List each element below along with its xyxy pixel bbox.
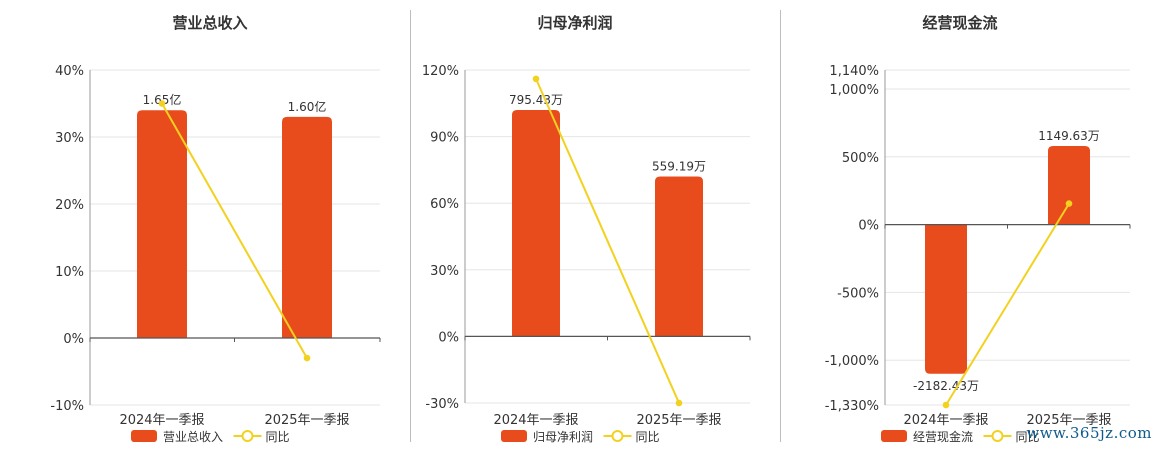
x-tick-label: 2024年一季报: [119, 413, 204, 428]
bar-2: [1048, 145, 1090, 225]
legend-line-label: 同比: [1016, 430, 1040, 444]
watermark: www.365jz.com: [1026, 424, 1152, 442]
bar-data-label: 559.19万: [652, 160, 706, 174]
panel-divider-1: [410, 10, 411, 442]
chart-panel-3: 经营现金流 1,140% 1,000% 500% 0% -500% -1,000% -1,33…: [825, 14, 1131, 444]
chart-panel-2: 归母净利润 120% 90% 60% 30% 0% -30% 795.43万 559.19万 20…: [422, 14, 751, 444]
legend-bar-label: 归母净利润: [533, 430, 593, 444]
bar-data-label: 1.60亿: [288, 99, 327, 114]
x-tick-label: 2024年一季报: [903, 413, 988, 428]
y-tick-label: 20%: [55, 198, 84, 213]
bar-1: [137, 110, 187, 338]
yoy-point: [158, 100, 166, 107]
x-tick-label: 2025年一季报: [1026, 413, 1111, 428]
yoy-point: [1065, 200, 1073, 207]
yoy-line: [945, 203, 1070, 406]
yoy-point: [303, 354, 311, 362]
bar-2: [282, 116, 332, 339]
chart-title: 经营现金流: [922, 14, 997, 32]
bar-data-label: 1.65亿: [143, 92, 182, 107]
y-tick-label: 90%: [430, 131, 459, 146]
yoy-point: [675, 399, 683, 407]
y-tick-label: 500%: [842, 151, 879, 166]
legend-line-marker: [991, 430, 1004, 442]
legend-bar-label: 经营现金流: [913, 429, 973, 444]
y-tick-label: 10%: [55, 265, 84, 280]
y-tick-label: 40%: [55, 64, 84, 79]
y-tick-label: -500%: [837, 286, 879, 301]
x-tick-label: 2024年一季报: [493, 413, 578, 428]
y-tick-label: 60%: [430, 197, 459, 212]
chart-panel-1: 营业总收入 40% 30% 20% 10% 0% -10% 1.65亿 1.60亿 2024年一季…: [50, 14, 381, 444]
yoy-point: [942, 401, 950, 409]
legend-line-marker: [611, 430, 624, 442]
yoy-line: [535, 78, 680, 404]
legend-bar-label: 营业总收入: [163, 430, 223, 444]
y-tick-label: 30%: [430, 264, 459, 279]
y-tick-label: 0%: [63, 332, 84, 347]
y-tick-label: 30%: [55, 131, 84, 146]
x-tick-label: 2025年一季报: [636, 413, 721, 428]
bar-data-label: 1149.63万: [1038, 129, 1100, 143]
legend-line-marker: [241, 430, 254, 442]
legend-bar-swatch: [501, 430, 527, 442]
y-tick-label: -10%: [50, 399, 84, 414]
yoy-point: [532, 75, 540, 83]
legend-bar-swatch: [881, 430, 907, 442]
panel-divider-2: [780, 10, 781, 442]
y-tick-label: -1,330%: [825, 399, 879, 414]
y-tick-label: 0%: [858, 219, 879, 234]
y-tick-label: 120%: [422, 64, 459, 79]
y-tick-label: 1,140%: [829, 64, 879, 79]
bar-data-label: 795.43万: [509, 93, 563, 107]
bar-2: [655, 176, 703, 337]
y-tick-label: 1,000%: [829, 83, 879, 98]
legend-bar-swatch: [131, 430, 157, 442]
legend-line-label: 同比: [636, 430, 660, 444]
y-tick-label: 0%: [438, 330, 459, 345]
bar-1: [512, 109, 560, 337]
chart-title: 归母净利润: [537, 14, 612, 32]
bar-1: [925, 224, 967, 374]
chart-title: 营业总收入: [172, 14, 247, 32]
yoy-line: [161, 103, 308, 359]
x-tick-label: 2025年一季报: [264, 413, 349, 428]
legend-line-label: 同比: [266, 430, 290, 444]
bar-data-label: -2182.43万: [913, 379, 979, 393]
y-tick-label: -1,000%: [825, 354, 879, 369]
y-tick-label: -30%: [425, 397, 459, 412]
